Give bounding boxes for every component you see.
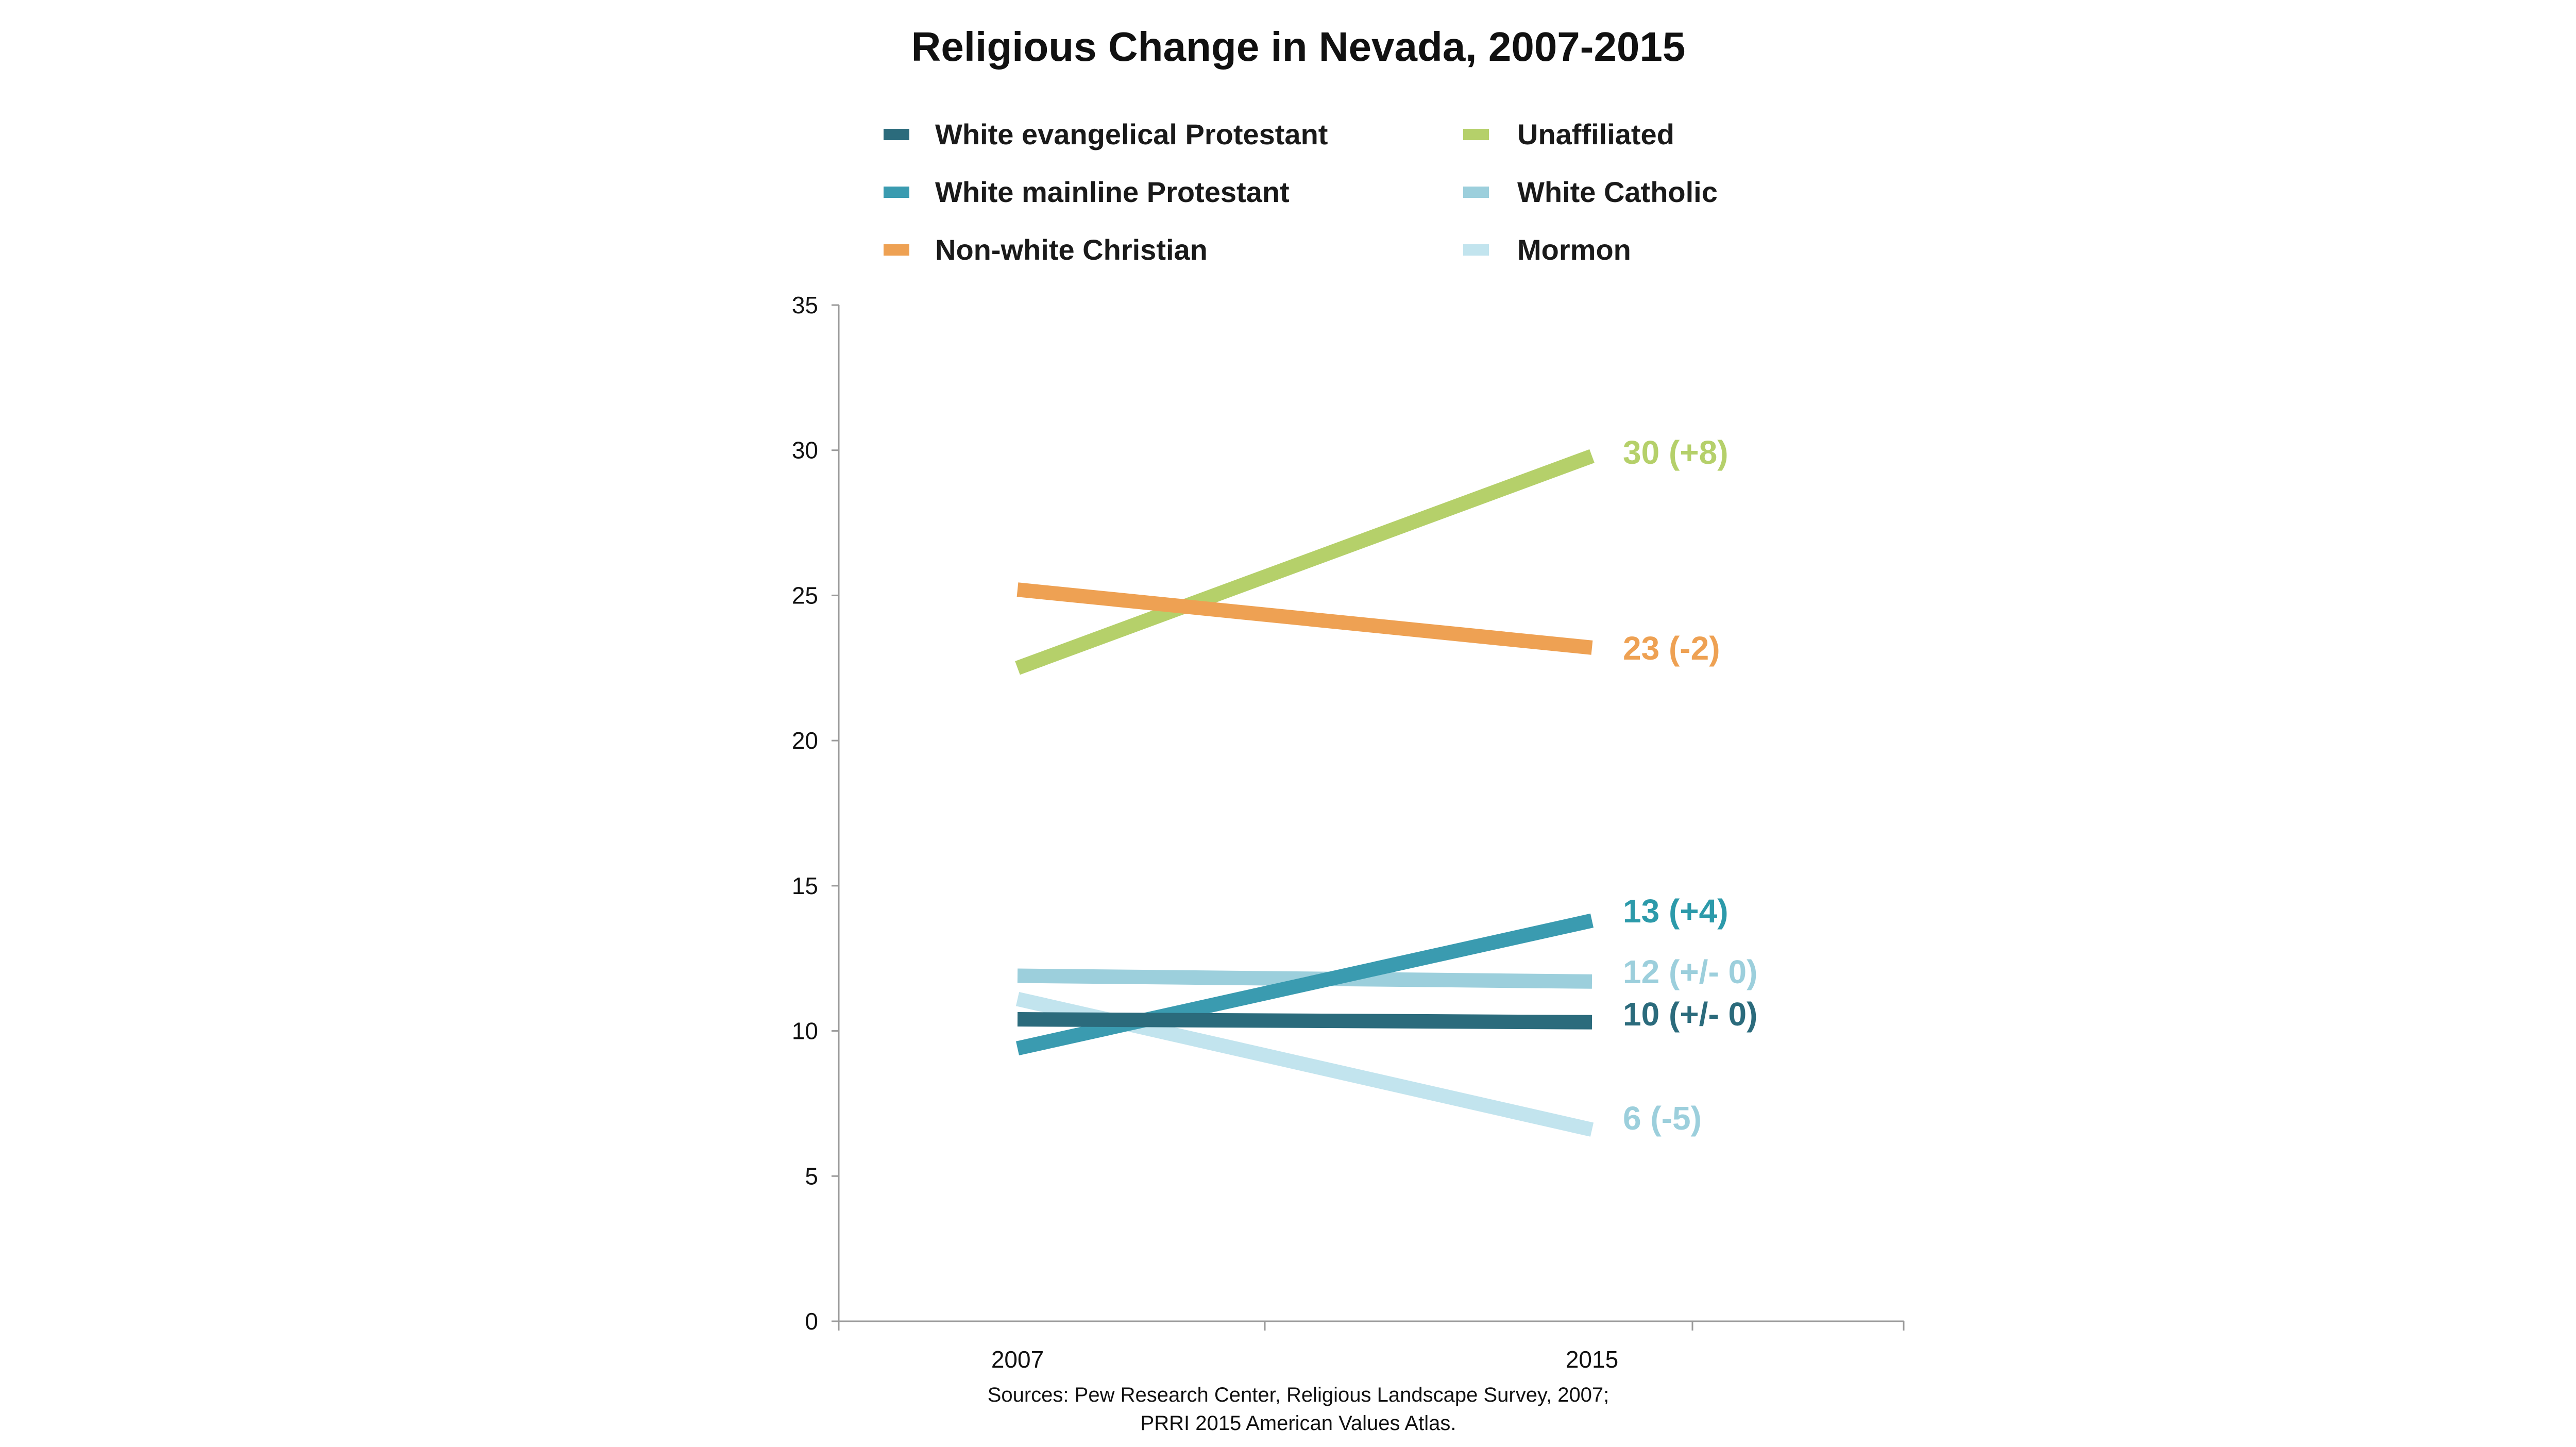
legend-label: White mainline Protestant [935,176,1290,208]
legend-swatch [884,129,909,140]
y-tick-label: 20 [792,727,818,754]
legend-swatch [1463,129,1489,140]
end-label-white-evangelical-protestant: 10 (+/- 0) [1623,996,1757,1033]
end-label-non-white-christian: 23 (-2) [1623,630,1720,667]
axes [838,305,1904,1322]
legend-swatch [884,244,909,256]
end-label-unaffiliated: 30 (+8) [1623,434,1728,471]
legend-swatch [1463,244,1489,256]
y-tick-label: 25 [792,582,818,609]
legend-swatch [884,187,909,198]
legend-swatch [1463,187,1489,198]
y-tick-label: 0 [805,1308,818,1335]
y-tick-label: 10 [792,1018,818,1045]
source-line-1: Sources: Pew Research Center, Religious … [988,1384,1609,1406]
y-tick-label: 35 [792,292,818,318]
y-tick-label: 30 [792,437,818,464]
legend-label: Mormon [1517,233,1631,266]
series-line-non-white-christian [1016,582,1593,655]
series-line-white-mainline-protestant [1015,913,1594,1056]
legend: White evangelical Protestant White mainli… [884,118,1718,266]
series-line-unaffiliated [1015,449,1595,675]
y-axis-ticks: 0 5 10 15 20 25 30 35 [792,292,839,1335]
legend-label: Unaffiliated [1517,118,1674,150]
x-tick-label: 2007 [991,1346,1044,1373]
x-tick-label: 2015 [1566,1346,1618,1373]
y-tick-label: 15 [792,872,818,899]
legend-label: Non-white Christian [935,233,1208,266]
end-labels: 10 (+/- 0) 13 (+4) 23 (-2) 30 (+8) 12 (+/- 0… [1623,434,1757,1137]
x-axis-ticks: 2007 2015 [838,1321,1905,1373]
chart-title: Religious Change in Nevada, 2007-2015 [911,24,1686,70]
legend-label: White Catholic [1517,176,1718,208]
series-lines [1015,449,1595,1137]
end-label-white-mainline-protestant: 13 (+4) [1623,893,1728,930]
end-label-mormon: 6 (-5) [1623,1100,1702,1137]
legend-label: White evangelical Protestant [935,118,1328,150]
source-line-2: PRRI 2015 American Values Atlas. [1141,1412,1456,1435]
series-line-white-evangelical-protestant [1017,1012,1592,1030]
end-label-white-catholic: 12 (+/- 0) [1623,953,1757,990]
y-tick-label: 5 [805,1163,818,1189]
